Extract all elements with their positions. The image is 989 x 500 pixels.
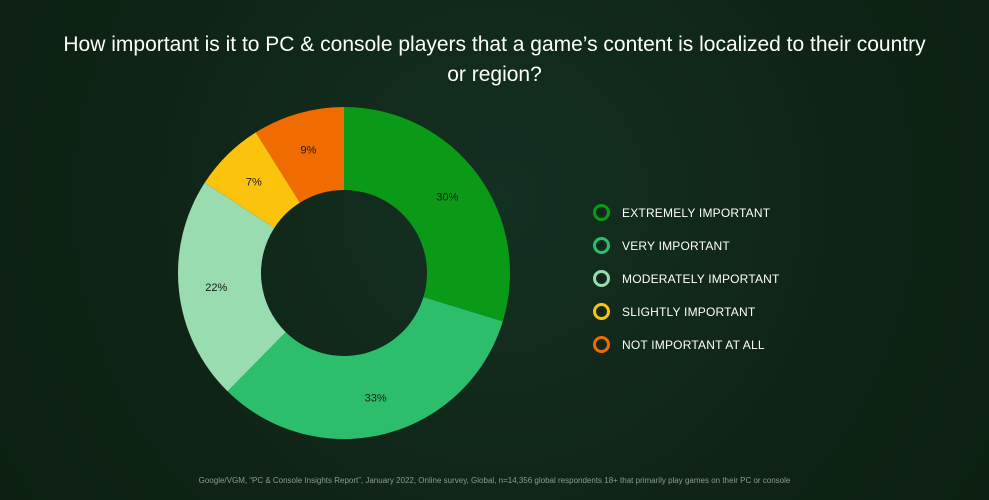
chart-legend: EXTREMELY IMPORTANT VERY IMPORTANT MODER…: [593, 196, 853, 361]
legend-marker: [593, 303, 610, 320]
legend-marker: [593, 336, 610, 353]
data-label-not-important-at-all: 9%: [301, 145, 317, 157]
legend-marker: [593, 270, 610, 287]
data-label-very-important: 33%: [365, 393, 387, 405]
data-label-extremely-important: 30%: [436, 192, 458, 204]
donut-slice-not-important-at-all: [255, 107, 344, 203]
legend-marker: [593, 237, 610, 254]
legend-label: EXTREMELY IMPORTANT: [622, 205, 771, 220]
legend-item-moderately-important: MODERATELY IMPORTANT: [593, 262, 853, 295]
data-label-slightly-important: 7%: [246, 176, 262, 188]
legend-label: SLIGHTLY IMPORTANT: [622, 304, 756, 319]
donut-slice-very-important: [227, 297, 503, 439]
legend-item-extremely-important: EXTREMELY IMPORTANT: [593, 196, 853, 229]
source-footnote: Google/VGM, “PC & Console Insights Repor…: [198, 476, 791, 485]
data-label-moderately-important: 22%: [205, 282, 227, 294]
legend-item-slightly-important: SLIGHTLY IMPORTANT: [593, 295, 853, 328]
donut-slice-moderately-important: [178, 182, 286, 392]
donut-slice-extremely-important: [344, 107, 510, 322]
chart-title: How important is it to PC & console play…: [63, 33, 926, 86]
legend-item-very-important: VERY IMPORTANT: [593, 229, 853, 262]
legend-marker: [593, 204, 610, 221]
legend-item-not-important-at-all: NOT IMPORTANT AT ALL: [593, 328, 853, 361]
legend-label: NOT IMPORTANT AT ALL: [622, 337, 765, 352]
legend-label: VERY IMPORTANT: [622, 238, 730, 253]
legend-label: MODERATELY IMPORTANT: [622, 271, 780, 286]
donut-slice-slightly-important: [204, 132, 300, 228]
